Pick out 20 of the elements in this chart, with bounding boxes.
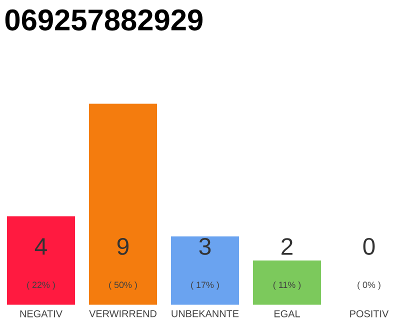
bar [88,104,158,305]
data-label: ( 22% ) [27,281,55,290]
data-label: ( 11% ) [273,281,301,290]
x-tick-label: EGAL [274,310,300,318]
data-label: ( 50% ) [109,281,137,290]
data-label: ( 17% ) [191,281,219,290]
annotation: 9 [117,238,129,255]
annotation: 3 [199,238,211,255]
bar [6,216,76,305]
x-tick-label: POSITIV [350,310,389,318]
x-tick-label: UNBEKANNTE [172,310,239,318]
annotation: 4 [34,238,47,255]
chart-title: 069257882929 [5,9,203,31]
annotation: 0 [363,238,375,255]
x-tick-label: NEGATIV [20,310,62,318]
x-tick-label: VERWIRREND [89,310,156,318]
annotation: 2 [282,238,292,255]
data-label: ( 0% ) [358,281,380,290]
bar [252,260,322,305]
bar [170,236,240,305]
